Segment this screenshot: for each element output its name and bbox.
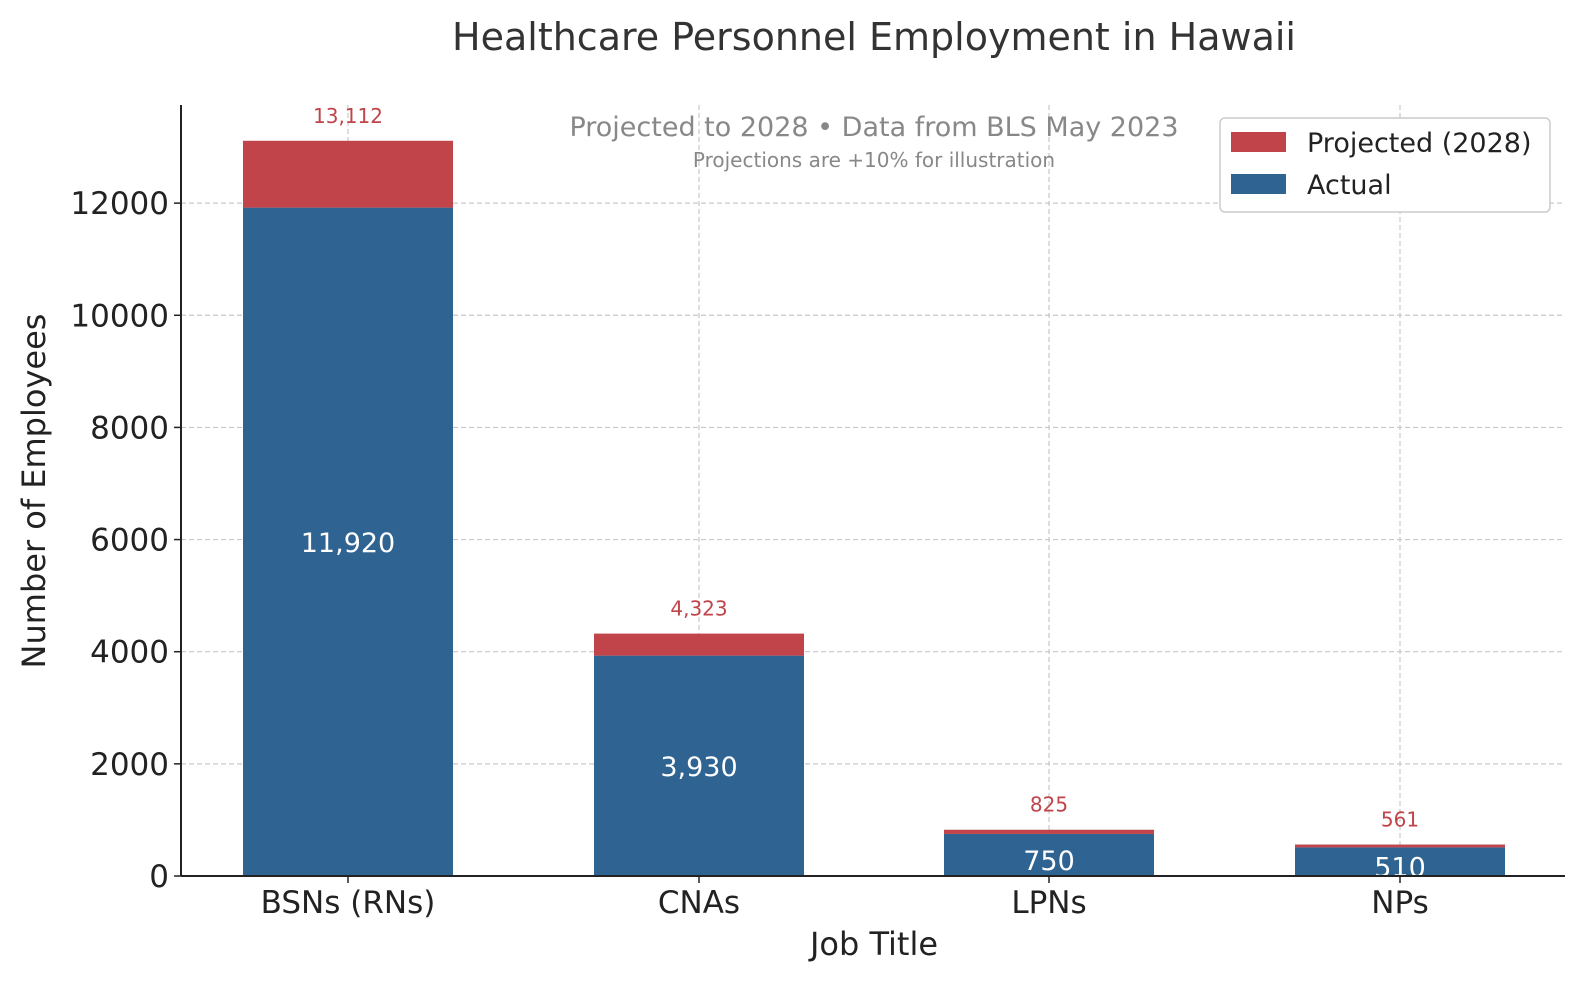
y-tick-label: 10000: [70, 298, 169, 334]
legend-swatch-projected: [1231, 132, 1286, 152]
data-label-projected: 825: [1030, 793, 1068, 817]
y-tick-label: 2000: [90, 747, 169, 783]
bar-actual: [243, 207, 453, 876]
legend-label-actual: Actual: [1307, 170, 1392, 201]
x-axis-label: Job Title: [808, 925, 938, 963]
bar-projected: [944, 829, 1154, 834]
legend: Projected (2028) Actual: [1219, 117, 1551, 213]
y-tick-label: 6000: [90, 523, 169, 559]
y-tick-label: 12000: [70, 186, 169, 222]
legend-swatch-actual: [1231, 174, 1286, 194]
y-tick-label: 4000: [90, 635, 169, 671]
y-tick-label: 0: [149, 859, 169, 895]
chart-title: Healthcare Personnel Employment in Hawai…: [452, 15, 1296, 59]
legend-frame: [1219, 117, 1551, 213]
y-tick-label: 8000: [90, 410, 169, 446]
bar-actual: [944, 833, 1154, 876]
bar-projected: [243, 140, 453, 208]
bar-projected: [594, 633, 804, 656]
x-tick-label: CNAs: [658, 885, 740, 921]
data-label-actual: 750: [1023, 846, 1075, 877]
data-label-projected: 561: [1381, 808, 1419, 832]
x-tick-label: BSNs (RNs): [261, 885, 436, 921]
bar-actual: [1295, 847, 1505, 876]
data-label-projected: 4,323: [670, 597, 727, 621]
y-axis-label: Number of Employees: [15, 314, 53, 669]
data-label-actual: 11,920: [301, 528, 395, 559]
data-label-projected: 13,112: [313, 104, 383, 128]
bar-projected: [1295, 844, 1505, 848]
legend-label-projected: Projected (2028): [1307, 128, 1532, 159]
x-tick-label: LPNs: [1011, 885, 1086, 921]
chart-note: Projections are +10% for illustration: [693, 148, 1055, 172]
x-tick-label: NPs: [1371, 885, 1429, 921]
axes-group: 0 2000 4000 6000 8000 10000 12000 BSNs (RNs) CNA…: [70, 105, 1565, 921]
data-label-actual: 3,930: [660, 752, 737, 783]
chart-subtitle: Projected to 2028 • Data from BLS May 20…: [569, 112, 1178, 143]
bar-actual: [594, 655, 804, 876]
